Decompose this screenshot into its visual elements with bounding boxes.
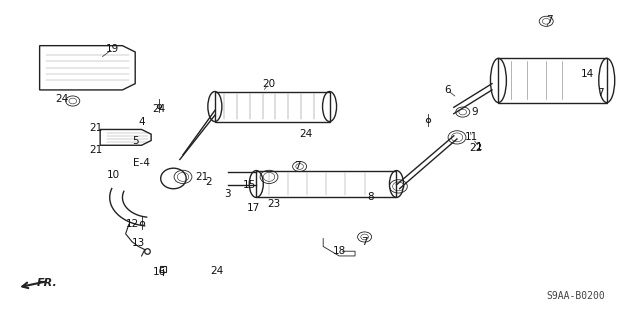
- Text: 4: 4: [138, 116, 145, 127]
- Bar: [215, 92, 330, 122]
- Text: 5: 5: [132, 136, 138, 145]
- Text: 11: 11: [465, 132, 478, 142]
- Text: 17: 17: [246, 203, 260, 212]
- Text: 8: 8: [367, 192, 374, 203]
- Text: 24: 24: [210, 266, 223, 276]
- Text: 24: 24: [300, 129, 312, 139]
- Text: 23: 23: [268, 199, 281, 209]
- Text: 6: 6: [444, 85, 451, 95]
- Text: 7: 7: [597, 88, 604, 98]
- Text: 16: 16: [153, 267, 166, 277]
- Text: 2: 2: [205, 177, 212, 187]
- Text: 7: 7: [546, 15, 553, 26]
- Text: 13: 13: [132, 238, 145, 248]
- Bar: [256, 171, 396, 197]
- Text: 24: 24: [152, 104, 165, 114]
- Text: S9AA-B0200: S9AA-B0200: [546, 291, 605, 300]
- Text: E-4: E-4: [133, 158, 150, 168]
- Text: 9: 9: [471, 107, 477, 117]
- Text: 15: 15: [243, 180, 257, 190]
- Text: 21: 21: [195, 172, 209, 182]
- Text: 22: 22: [470, 144, 483, 153]
- Text: 18: 18: [333, 246, 346, 256]
- Text: 21: 21: [89, 123, 102, 133]
- Text: 24: 24: [55, 94, 68, 104]
- Bar: [499, 58, 607, 103]
- Text: 10: 10: [106, 170, 120, 180]
- Text: 12: 12: [125, 219, 139, 229]
- Text: 3: 3: [224, 189, 231, 199]
- Text: 1: 1: [476, 142, 483, 152]
- Text: 14: 14: [581, 69, 595, 79]
- Text: FR.: FR.: [36, 278, 57, 288]
- Text: 19: 19: [106, 44, 120, 54]
- Text: 21: 21: [89, 145, 102, 155]
- Text: 7: 7: [294, 161, 301, 171]
- Text: 20: 20: [262, 78, 276, 89]
- Text: 7: 7: [362, 237, 368, 247]
